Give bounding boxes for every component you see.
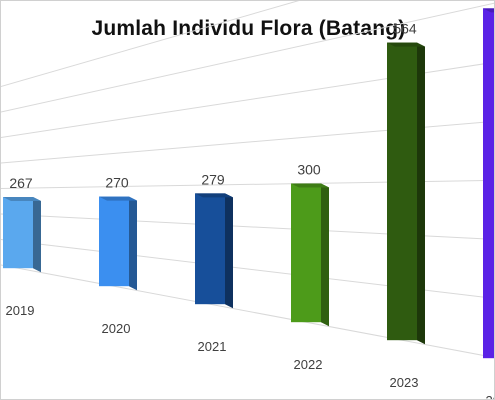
bar-front-2022 bbox=[291, 183, 321, 323]
labels: 267 2019 270 2020 279 2021 300 2022 564 2023 590 20… bbox=[6, 1, 495, 400]
bar-side-2020 bbox=[129, 196, 137, 291]
category-label-2023: 2023 bbox=[390, 375, 419, 390]
bar-2020 bbox=[99, 196, 137, 291]
value-label-2023: 564 bbox=[393, 21, 417, 37]
bars bbox=[3, 8, 494, 359]
category-label-2019: 2019 bbox=[6, 303, 35, 318]
category-label-2022: 2022 bbox=[294, 357, 323, 372]
bar-top-2024 bbox=[483, 8, 494, 13]
floor-line bbox=[1, 264, 494, 358]
bar-2022 bbox=[291, 183, 329, 327]
bar-side-2021 bbox=[225, 193, 233, 309]
bar-side-2022 bbox=[321, 183, 329, 327]
category-label-2021: 2021 bbox=[198, 339, 227, 354]
gridline-7 bbox=[1, 1, 300, 88]
bar-top-2020 bbox=[99, 196, 137, 201]
bar-front-2019 bbox=[3, 197, 33, 269]
value-label-2021: 279 bbox=[201, 171, 225, 187]
bar-front-2020 bbox=[99, 196, 129, 287]
category-label-2024: 2024 bbox=[486, 393, 495, 400]
value-label-2024: 590 bbox=[489, 1, 495, 2]
value-label-2020: 270 bbox=[105, 175, 129, 191]
category-label-2020: 2020 bbox=[102, 321, 131, 336]
bar-front-2024 bbox=[483, 8, 494, 359]
bar-2023 bbox=[387, 42, 425, 345]
bar-front-2021 bbox=[195, 193, 225, 305]
value-label-2022: 300 bbox=[297, 161, 321, 177]
chart-title: Jumlah Individu Flora (Batang) bbox=[91, 17, 406, 40]
bar-top-2019 bbox=[3, 197, 41, 202]
value-label-2019: 267 bbox=[9, 175, 33, 191]
bar-front-2023 bbox=[387, 42, 417, 341]
bar-side-2019 bbox=[33, 197, 41, 273]
bar-top-2022 bbox=[291, 183, 329, 188]
bar-2019 bbox=[3, 197, 41, 273]
bar-side-2023 bbox=[417, 42, 425, 345]
bar-2021 bbox=[195, 193, 233, 309]
gridline-6 bbox=[1, 2, 494, 113]
bar-2024 bbox=[483, 8, 494, 359]
bar-top-2021 bbox=[195, 193, 233, 198]
bar-top-2023 bbox=[387, 42, 425, 47]
